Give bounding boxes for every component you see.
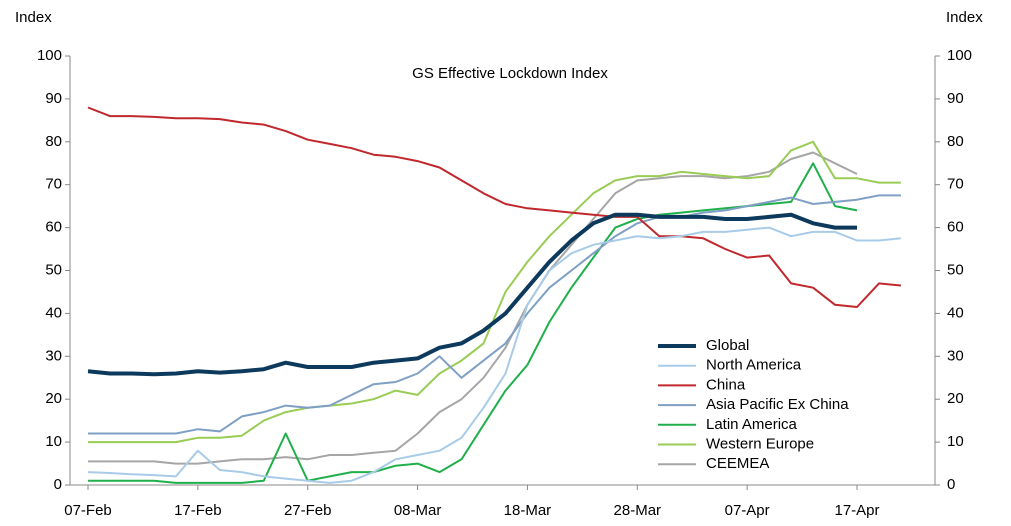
y-tick-label: 90 bbox=[45, 90, 62, 107]
y2-tick-label: 90 bbox=[947, 90, 964, 107]
x-tick-label: 07-Feb bbox=[64, 502, 112, 519]
y2-tick-label: 50 bbox=[947, 261, 964, 278]
x-tick-label: 08-Mar bbox=[394, 502, 442, 519]
series-line bbox=[87, 212, 857, 377]
series-line bbox=[88, 151, 858, 465]
legend-label: Asia Pacific Ex China bbox=[706, 396, 849, 413]
y2-tick-label: 70 bbox=[947, 176, 964, 193]
y2-axis-title: Index bbox=[946, 9, 983, 26]
y-tick-label: 20 bbox=[45, 390, 62, 407]
y-tick-label: 80 bbox=[45, 133, 62, 150]
y-tick-label: 50 bbox=[45, 261, 62, 278]
y2-tick-label: 0 bbox=[947, 476, 955, 493]
series-line bbox=[87, 226, 901, 484]
y-tick-label: 60 bbox=[45, 219, 62, 236]
chart-title: GS Effective Lockdown Index bbox=[412, 65, 608, 82]
y-tick-label: 40 bbox=[45, 304, 62, 321]
series-line bbox=[88, 162, 858, 484]
y2-tick-label: 80 bbox=[947, 133, 964, 150]
x-tick-label: 27-Feb bbox=[284, 502, 332, 519]
series-line bbox=[87, 106, 901, 308]
legend-label: Western Europe bbox=[706, 435, 814, 452]
legend-label: Latin America bbox=[706, 416, 798, 433]
legend-label: China bbox=[706, 376, 746, 393]
legend-label: CEEMEA bbox=[706, 455, 769, 472]
x-tick-label: 18-Mar bbox=[504, 502, 552, 519]
x-tick-label: 17-Apr bbox=[834, 502, 879, 519]
y-tick-label: 10 bbox=[45, 433, 62, 450]
y2-tick-label: 60 bbox=[947, 219, 964, 236]
y-tick-label: 100 bbox=[37, 47, 62, 64]
y-tick-label: 30 bbox=[45, 347, 62, 364]
x-tick-label: 17-Feb bbox=[174, 502, 222, 519]
y2-tick-label: 10 bbox=[947, 433, 964, 450]
y2-tick-label: 100 bbox=[947, 47, 972, 64]
y2-tick-label: 40 bbox=[947, 304, 964, 321]
legend-label: Global bbox=[706, 337, 749, 354]
x-tick-label: 07-Apr bbox=[725, 502, 770, 519]
y2-tick-label: 20 bbox=[947, 390, 964, 407]
legend-label: North America bbox=[706, 357, 802, 374]
y2-tick-label: 30 bbox=[947, 347, 964, 364]
y-tick-label: 70 bbox=[45, 176, 62, 193]
series-line bbox=[88, 140, 901, 444]
y-tick-label: 0 bbox=[54, 476, 62, 493]
x-tick-label: 28-Mar bbox=[614, 502, 662, 519]
series-line bbox=[88, 194, 901, 435]
y-axis-title: Index bbox=[15, 9, 52, 26]
